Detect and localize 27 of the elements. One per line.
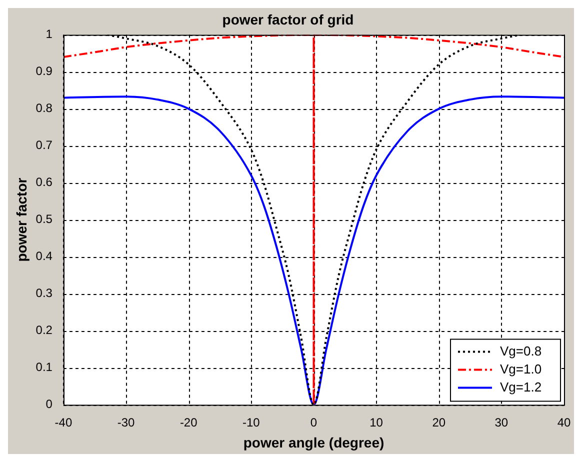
chart-title: power factor of grid	[222, 11, 354, 28]
y-tick-label: 0.8	[36, 101, 53, 116]
y-axis-title: power factor	[13, 177, 30, 262]
x-tick-label: -20	[180, 415, 198, 430]
x-tick-label: 0	[310, 415, 318, 430]
y-tick-label: 0.2	[36, 323, 53, 338]
y-tick-label: 0.9	[36, 64, 53, 78]
y-tick-label: 0.1	[36, 360, 53, 374]
x-tick-label: -40	[54, 415, 72, 430]
y-tick-label: 0	[46, 397, 53, 412]
x-tick-label: 20	[432, 415, 446, 430]
x-tick-label: 10	[370, 415, 384, 430]
x-tick-label: -30	[117, 415, 136, 430]
y-tick-label: 1	[46, 27, 53, 42]
y-tick-label: 0.3	[36, 286, 53, 300]
legend-label: Vg=1.0	[500, 361, 542, 376]
x-tick-label: 40	[557, 415, 571, 430]
legend-label: Vg=0.8	[500, 343, 542, 358]
y-tick-label: 0.7	[36, 138, 53, 152]
x-axis-title: power angle (degree)	[243, 434, 384, 450]
x-tick-label: -10	[242, 415, 260, 430]
legend-label: Vg=1.2	[500, 379, 542, 394]
line-series	[63, 34, 564, 405]
x-tick-label: 30	[494, 415, 508, 430]
y-tick-label: 0.5	[36, 212, 53, 226]
y-tick-label: 0.4	[36, 249, 53, 264]
y-tick-label: 0.6	[36, 175, 53, 190]
